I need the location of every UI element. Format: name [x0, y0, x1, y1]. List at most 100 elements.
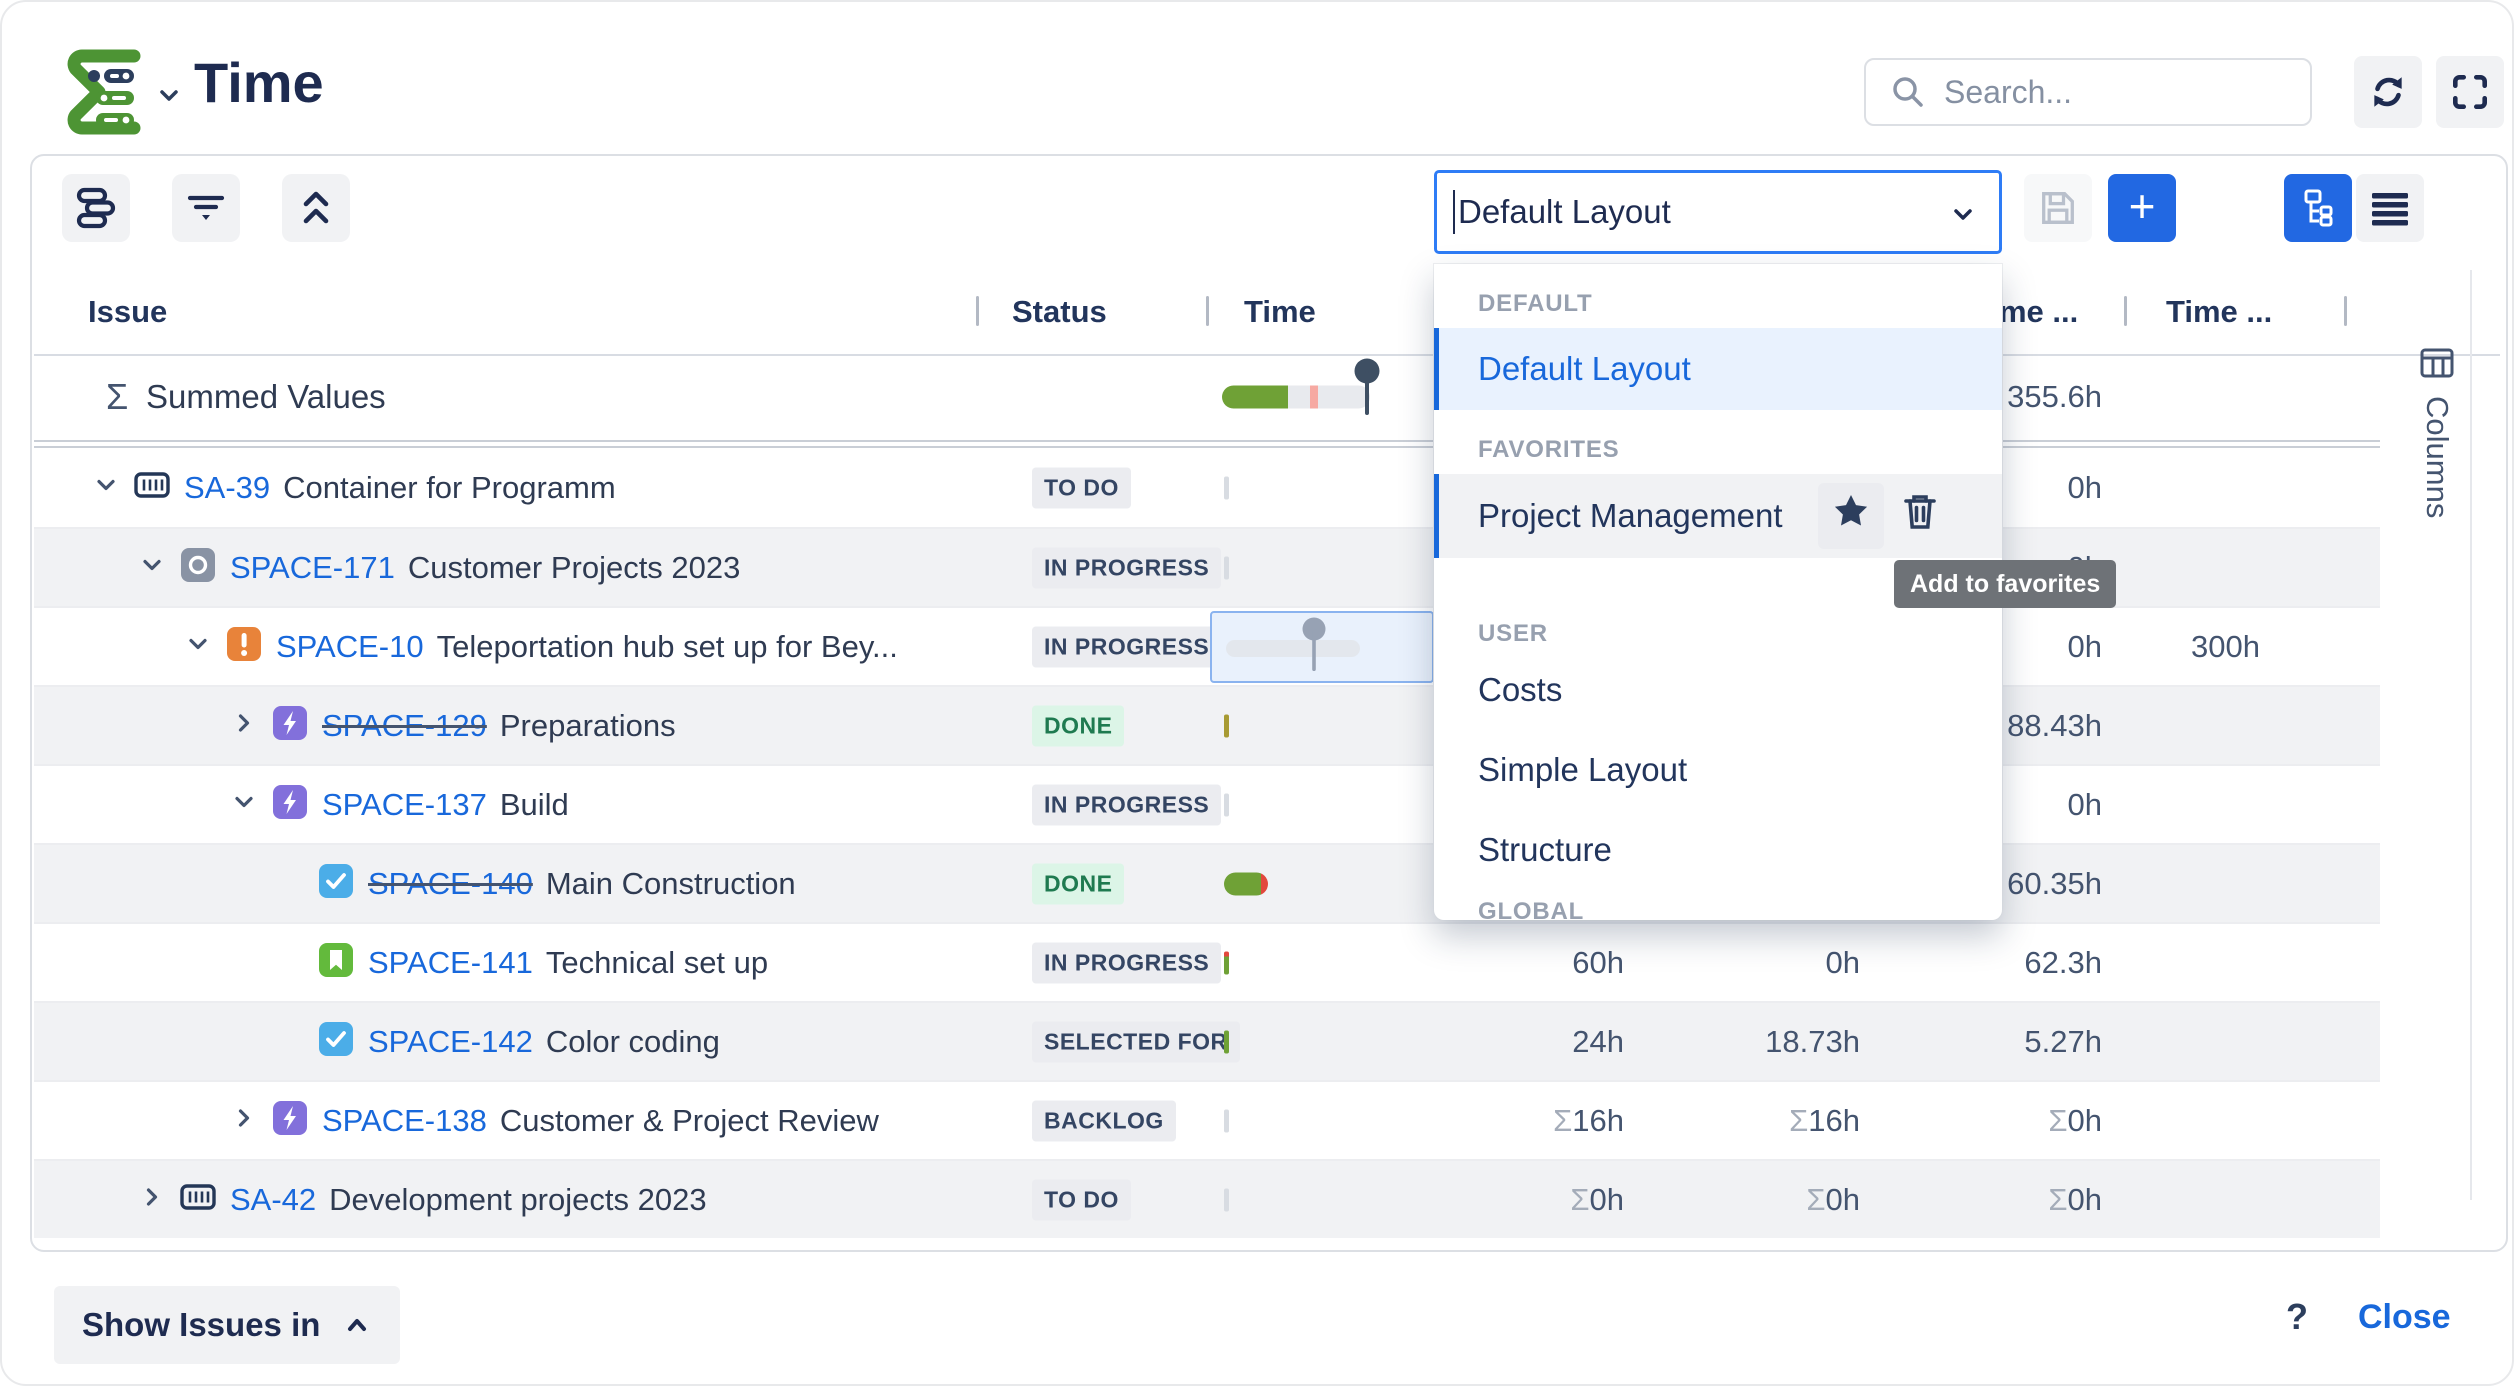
column-header-time[interactable]: Time [1244, 294, 1316, 329]
status-badge[interactable]: IN PROGRESS [1032, 942, 1222, 983]
structure-sigma-logo-icon[interactable] [52, 40, 152, 140]
time-progress-tick[interactable] [1224, 1188, 1229, 1211]
table-row[interactable]: SPACE-137 Build IN PROGRESS 0h [34, 764, 2380, 843]
time-value-cell[interactable]: Σ0h [1806, 1181, 1860, 1217]
issue-key-link[interactable]: SPACE-141 [368, 944, 533, 980]
status-badge[interactable]: TO DO [1032, 467, 1131, 508]
columns-panel-toggle[interactable]: Columns [2404, 346, 2470, 518]
status-badge[interactable]: SELECTED FOR [1032, 1021, 1240, 1062]
table-row[interactable]: SA-39 Container for Programm TO DO 0h [34, 448, 2380, 527]
column-header-time-4[interactable]: Time ... [2166, 294, 2273, 329]
layout-option-simple-layout[interactable]: Simple Layout [1434, 730, 2002, 810]
time-progress-tick[interactable] [1224, 1030, 1229, 1053]
search-box[interactable] [1864, 58, 2312, 126]
status-badge[interactable]: DONE [1032, 705, 1125, 746]
status-badge[interactable]: BACKLOG [1032, 1100, 1176, 1141]
issue-key-link[interactable]: SPACE-142 [368, 1023, 533, 1059]
time-value-cell[interactable]: Σ0h [1570, 1181, 1624, 1217]
filter-button[interactable] [172, 174, 240, 242]
time-value-cell[interactable]: 88.43h [2007, 707, 2102, 743]
layout-option-structure[interactable]: Structure [1434, 810, 2002, 890]
table-row[interactable]: SPACE-129 Preparations DONE 88.43h [34, 685, 2380, 764]
time-value-cell[interactable]: 24h [1572, 1023, 1624, 1059]
app-switcher-chevron-down-icon[interactable] [154, 80, 184, 115]
issue-key-link[interactable]: SPACE-10 [276, 628, 424, 664]
time-value-cell[interactable]: 300h [2191, 628, 2260, 664]
expander-chevron-right-icon[interactable] [138, 1183, 166, 1216]
issue-key-link[interactable]: SPACE-140 [368, 865, 533, 901]
slider-track[interactable] [1226, 640, 1360, 657]
expander-chevron-down-icon[interactable] [138, 551, 166, 584]
time-value-cell[interactable]: 18.73h [1765, 1023, 1860, 1059]
column-header-status[interactable]: Status [1012, 294, 1107, 329]
column-resize-handle[interactable] [1206, 296, 1209, 326]
status-badge[interactable]: TO DO [1032, 1179, 1131, 1220]
close-link[interactable]: Close [2358, 1298, 2451, 1336]
table-row[interactable]: SPACE-142 Color coding SELECTED FOR 24h 18.7… [34, 1001, 2380, 1080]
time-progress-pill[interactable] [1224, 872, 1268, 895]
time-progress-tick[interactable] [1224, 714, 1229, 737]
time-value-cell[interactable]: Σ0h [2048, 1102, 2102, 1138]
time-progress-tick[interactable] [1224, 951, 1229, 974]
column-resize-handle[interactable] [976, 296, 979, 326]
time-value-cell[interactable]: 0h [2067, 628, 2102, 664]
column-resize-handle[interactable] [2344, 296, 2347, 326]
table-row[interactable]: SPACE-10 Teleportation hub set up for Bey… [34, 606, 2380, 685]
time-value-cell[interactable]: 0h [2067, 469, 2102, 505]
time-progress-tick[interactable] [1224, 1109, 1229, 1132]
table-row[interactable]: SA-42 Development projects 2023 TO DO Σ0h Σ0… [34, 1159, 2380, 1238]
delete-layout-button[interactable] [1898, 491, 1942, 541]
layout-option-costs[interactable]: Costs [1434, 650, 2002, 730]
issue-key-link[interactable]: SPACE-137 [322, 786, 487, 822]
time-progress-tick[interactable] [1224, 556, 1229, 579]
time-slider-cell[interactable] [1210, 611, 1434, 683]
expander-chevron-down-icon[interactable] [92, 471, 120, 504]
time-value-cell[interactable]: Σ0h [2048, 1181, 2102, 1217]
time-value-cell[interactable]: 5.27h [2024, 1023, 2102, 1059]
issue-key-link[interactable]: SPACE-171 [230, 549, 395, 585]
status-badge[interactable]: IN PROGRESS [1032, 626, 1222, 667]
table-row[interactable]: SPACE-138 Customer & Project Review BACKLO… [34, 1080, 2380, 1159]
time-progress-tick[interactable] [1224, 793, 1229, 816]
slider-pin-icon[interactable] [1300, 617, 1328, 680]
tree-view-button[interactable] [2284, 174, 2352, 242]
column-resize-handle[interactable] [2124, 296, 2127, 326]
status-badge[interactable]: IN PROGRESS [1032, 784, 1222, 825]
collapse-all-button[interactable] [282, 174, 350, 242]
table-row[interactable]: SPACE-141 Technical set up IN PROGRESS 60h 0… [34, 922, 2380, 1001]
table-row[interactable]: SPACE-140 Main Construction DONE 60.35h [34, 843, 2380, 922]
expander-chevron-down-icon[interactable] [184, 630, 212, 663]
time-value-cell[interactable]: 0h [1825, 944, 1860, 980]
time-value-cell[interactable]: Σ16h [1553, 1102, 1624, 1138]
help-button[interactable]: ? [2286, 1296, 2308, 1337]
issue-key-link[interactable]: SA-39 [184, 469, 271, 505]
expander-chevron-right-icon[interactable] [230, 1104, 258, 1137]
list-view-button[interactable] [2356, 174, 2424, 242]
search-input[interactable] [1942, 72, 2266, 112]
time-value-cell[interactable]: 0h [2067, 786, 2102, 822]
fullscreen-button[interactable] [2436, 56, 2504, 128]
layout-select[interactable]: Default Layout [1434, 170, 2002, 254]
add-layout-button[interactable]: + [2108, 174, 2176, 242]
show-issues-in-button[interactable]: Show Issues in [54, 1286, 401, 1364]
time-value-cell[interactable]: 60.35h [2007, 865, 2102, 901]
layout-option-default-layout[interactable]: Default Layout [1434, 328, 2002, 410]
time-value-cell[interactable]: Σ16h [1789, 1102, 1860, 1138]
favorite-star-button[interactable] [1818, 483, 1884, 549]
save-layout-button[interactable] [2024, 174, 2092, 242]
time-progress-tick[interactable] [1224, 476, 1229, 499]
column-header-issue[interactable]: Issue [88, 294, 168, 329]
time-value-cell[interactable]: 62.3h [2024, 944, 2102, 980]
group-by-button[interactable] [62, 174, 130, 242]
issue-key-link[interactable]: SPACE-129 [322, 707, 487, 743]
expander-chevron-right-icon[interactable] [230, 709, 258, 742]
issue-key-link[interactable]: SA-42 [230, 1181, 317, 1217]
time-value-cell[interactable]: 60h [1572, 944, 1624, 980]
status-badge[interactable]: DONE [1032, 863, 1125, 904]
refresh-button[interactable] [2354, 56, 2422, 128]
columns-panel-label: Columns [2420, 396, 2455, 519]
issue-key-link[interactable]: SPACE-138 [322, 1102, 487, 1138]
expander-chevron-down-icon[interactable] [230, 788, 258, 821]
layout-option-project-management[interactable]: Project Management [1434, 474, 2002, 558]
status-badge[interactable]: IN PROGRESS [1032, 547, 1222, 588]
